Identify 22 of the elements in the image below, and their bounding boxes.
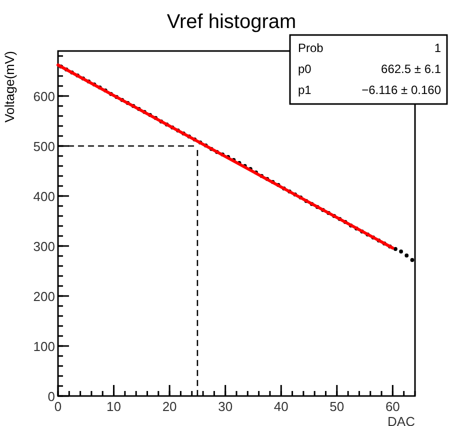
x-tick-label: 30 [218,399,233,414]
y-tick-label: 200 [33,289,55,304]
x-tick-label: 50 [330,399,344,414]
annotation: −6.116 ± 0.160 [362,83,442,97]
annotation: p0 [298,62,312,76]
annotation: 662.5 ± 6.1 [381,62,442,76]
x-tick-label: 40 [274,399,288,414]
y-tick-label: 400 [33,189,55,204]
annotation: Prob [298,41,324,55]
y-tick-label: 0 [48,389,55,404]
x-tick-label: 20 [162,399,177,414]
chart-title: Vref histogram [166,11,296,33]
y-tick-label: 600 [33,89,55,104]
y-tick-label: 300 [33,239,55,254]
x-axis-title: DAC [388,414,415,426]
y-tick-label: 500 [33,139,55,154]
y-axis-title: Voltage(mV) [2,51,17,123]
x-tick-label: 60 [385,399,400,414]
x-tick-label: 10 [106,399,122,414]
annotation: p1 [298,83,312,97]
y-tick-label: 100 [33,339,55,354]
text: 1 [434,41,442,55]
